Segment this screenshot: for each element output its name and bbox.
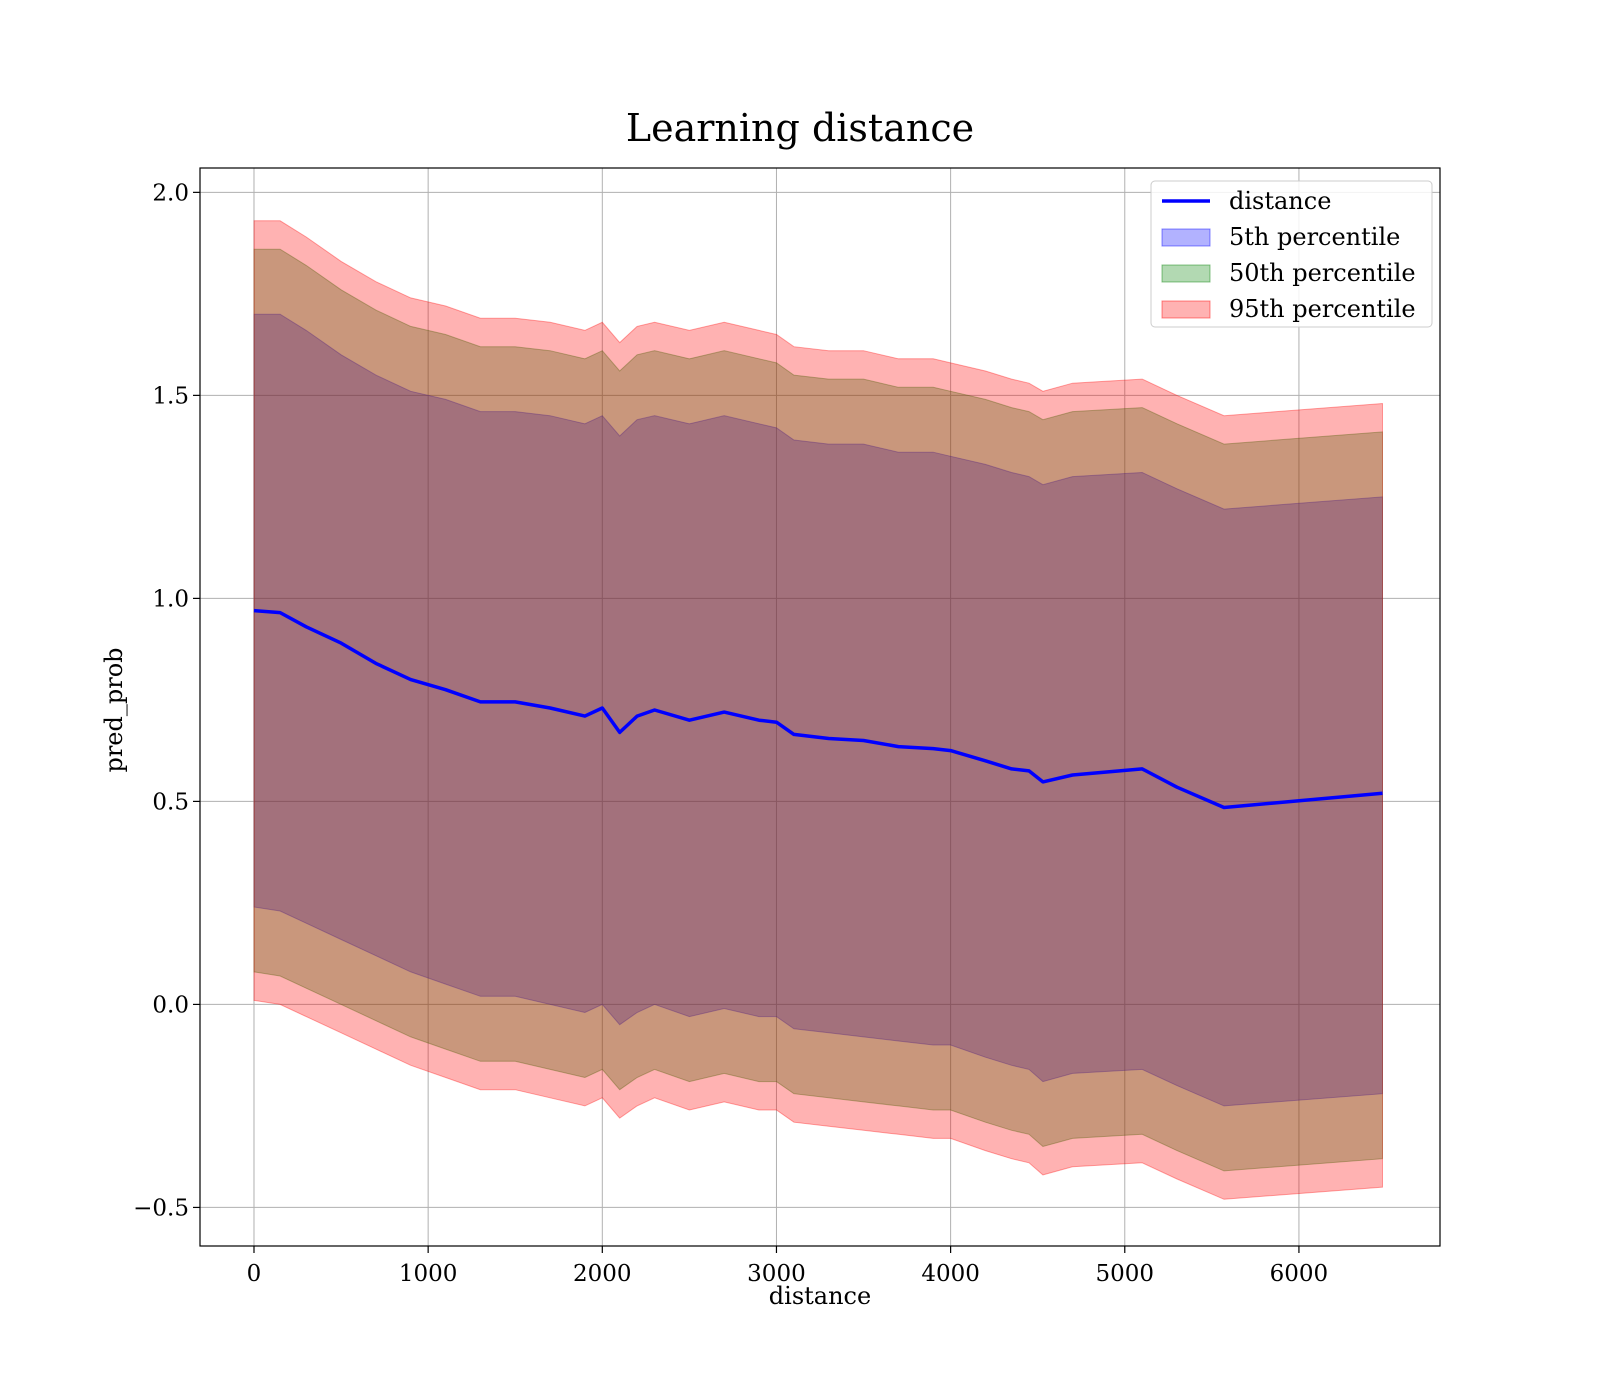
- x-axis-label: distance: [769, 1282, 871, 1310]
- x-tick-label: 2000: [573, 1261, 632, 1287]
- y-axis-label: pred_prob: [100, 647, 128, 772]
- legend-label: distance: [1229, 187, 1331, 215]
- x-tick-label: 6000: [1270, 1261, 1329, 1287]
- x-tick-label: 4000: [921, 1261, 980, 1287]
- y-tick-label: 1.5: [152, 383, 189, 409]
- legend-band-swatch: [1161, 264, 1211, 283]
- 50th-percentile-band: [253, 248, 1383, 1172]
- legend-box: [1150, 180, 1433, 328]
- y-tick-label: 2.0: [152, 180, 189, 206]
- series-lines: [253, 608, 1383, 810]
- legend-label: 5th percentile: [1229, 223, 1400, 251]
- legend-band-swatch: [1161, 228, 1211, 247]
- plot-frame: [199, 167, 1441, 1247]
- distance-line: [253, 608, 1383, 810]
- chart-title: Learning distance: [626, 106, 974, 150]
- y-tick-label: 0.5: [152, 789, 189, 815]
- legend: distance 5th percentile 50th percentile 95t…: [1150, 180, 1433, 328]
- x-tick-label: 3000: [747, 1261, 806, 1287]
- x-tick-label: 0: [247, 1261, 262, 1287]
- legend-label: 95th percentile: [1229, 295, 1416, 323]
- axis-ticks: 0 1000 2000 3000 4000 5000 6000 −0.5 0.0 0.5 1.0 1.…: [133, 180, 1328, 1287]
- y-tick-label: 1.0: [152, 586, 189, 612]
- y-tick-label: 0.0: [152, 992, 189, 1018]
- percentile-bands: [253, 220, 1383, 1200]
- 95th-percentile-band: [253, 220, 1383, 1200]
- x-tick-label: 5000: [1096, 1261, 1155, 1287]
- legend-label: 50th percentile: [1229, 259, 1416, 287]
- legend-band-swatch: [1161, 300, 1211, 319]
- x-tick-label: 1000: [399, 1261, 458, 1287]
- 5th-percentile-band: [253, 313, 1383, 1107]
- y-tick-label: −0.5: [133, 1195, 189, 1221]
